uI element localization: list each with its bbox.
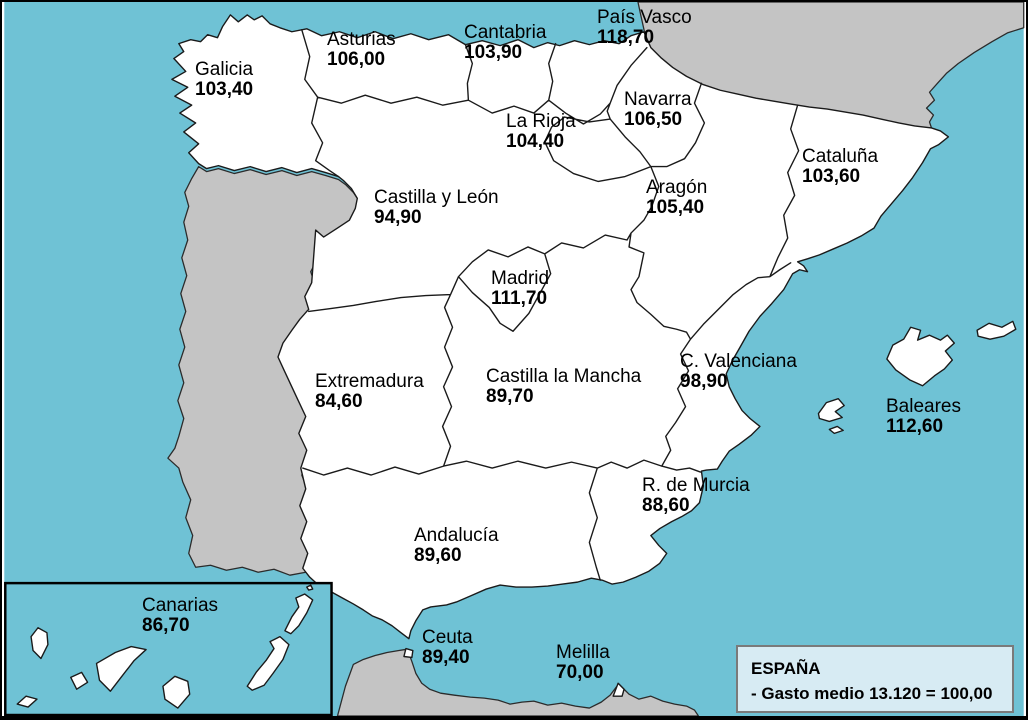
region-name: Andalucía [414,525,499,546]
region-value: 84,60 [315,391,363,412]
ibiza-island [817,397,845,423]
region-value: 104,40 [506,131,565,152]
region-name: Baleares [886,396,961,417]
region-name: Cantabria [464,22,547,43]
region-label-madrid: Madrid 111,70 [491,269,549,309]
region-borders [301,29,800,581]
la-gomera-island [70,671,89,690]
region-label-ceuta: Ceuta 89,40 [422,628,473,668]
region-value: 70,00 [556,662,604,683]
africa-landmass [336,648,700,716]
region-label-la-rioja: La Rioja 104,40 [506,112,576,152]
region-label-cataluna: Cataluña 103,60 [802,147,878,187]
region-label-baleares: Baleares 112,60 [886,397,961,437]
fuerteventura-island [246,635,290,691]
el-hierro-island [16,695,38,708]
region-label-galicia: Galicia 103,40 [195,60,253,100]
region-value: 118,70 [597,27,655,48]
region-name: Castilla y León [374,187,499,208]
region-name: Asturias [327,29,396,50]
region-value: 106,00 [327,49,386,70]
legend-title: ESPAÑA [751,659,821,678]
mallorca-island [886,326,955,387]
canarias-inset [4,581,333,716]
region-value: 88,60 [642,495,690,516]
region-name: Navarra [624,89,692,110]
region-name: Aragón [646,177,708,198]
region-name: La Rioja [506,111,576,132]
region-label-castilla-y-leon: Castilla y León 94,90 [374,188,499,228]
region-name: Canarias [142,595,219,616]
region-label-r-de-murcia: R. de Murcia 88,60 [642,476,750,516]
la-graciosa-islet [306,584,314,591]
region-label-canarias: Canarias 86,70 [142,596,218,636]
baleares-islands [817,320,1017,435]
region-name: Galicia [195,59,254,80]
region-name: Madrid [491,268,550,289]
region-label-extremadura: Extremadura 84,60 [315,372,424,412]
tenerife-island [95,645,147,692]
region-value: 89,70 [486,386,534,407]
region-value: 106,50 [624,109,683,130]
region-name: País Vasco [597,7,692,28]
region-name: Ceuta [422,627,473,648]
region-value: 86,70 [142,615,190,636]
region-label-aragon: Aragón 105,40 [646,178,707,218]
region-label-cantabria: Cantabria 103,90 [464,23,546,63]
melilla-territory [612,682,625,697]
region-value: 98,90 [680,371,728,392]
region-label-melilla: Melilla 70,00 [556,643,610,683]
region-name: Extremadura [315,371,424,392]
region-name: Melilla [556,642,610,663]
region-name: Cataluña [802,146,879,167]
region-label-c-valenciana: C. Valenciana 98,90 [680,352,797,392]
region-value: 112,60 [886,416,944,437]
formentera-island [828,425,844,435]
menorca-island [976,320,1017,340]
region-name: R. de Murcia [642,475,750,496]
gran-canaria-island [162,675,191,709]
legend-note: - Gasto medio 13.120 = 100,00 [751,684,993,703]
region-value: 94,90 [374,207,422,228]
region-value: 89,60 [414,545,462,566]
lanzarote-island [284,593,314,635]
region-name: C. Valenciana [680,351,797,372]
ceuta-territory [403,647,414,659]
region-value: 105,40 [646,197,705,218]
region-label-andalucia: Andalucía 89,60 [414,526,499,566]
spain-mainland [171,14,950,640]
legend-box: ESPAÑA - Gasto medio 13.120 = 100,00 [736,645,1014,713]
region-label-asturias: Asturias 106,00 [327,30,396,70]
region-label-navarra: Navarra 106,50 [624,90,692,130]
region-value: 111,70 [491,288,548,309]
region-value: 103,60 [802,166,861,187]
region-value: 89,40 [422,647,470,668]
region-label-castilla-la-mancha: Castilla la Mancha 89,70 [486,367,641,407]
region-value: 103,90 [464,42,523,63]
la-palma-island [30,627,49,660]
region-value: 103,40 [195,79,254,100]
region-name: Castilla la Mancha [486,366,642,387]
region-label-pais-vasco: País Vasco 118,70 [597,8,692,48]
